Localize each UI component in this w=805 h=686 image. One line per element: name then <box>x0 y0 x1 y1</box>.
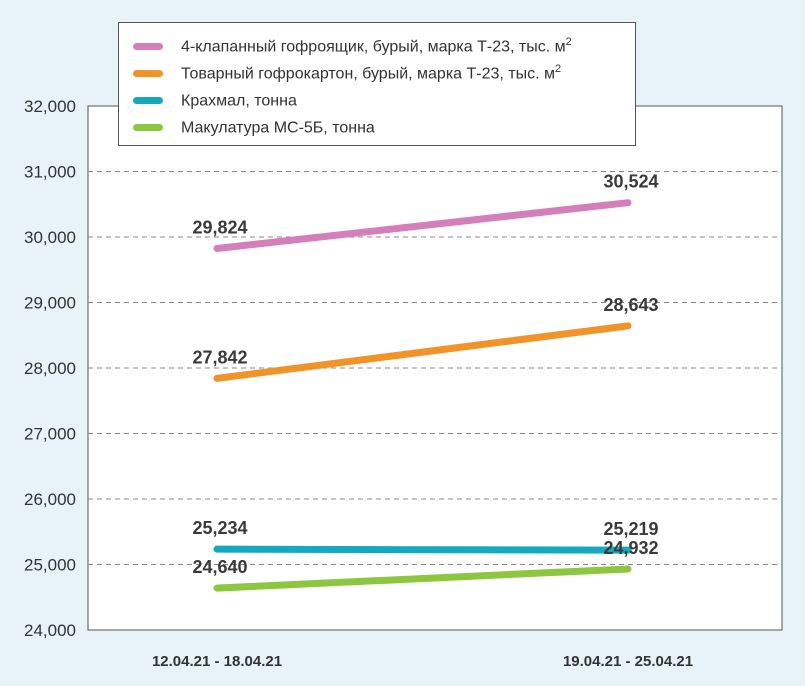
legend-item: Макулатура МС-5Б, тонна <box>133 114 375 140</box>
y-tick-label: 27,000 <box>24 425 76 444</box>
legend-swatch-series-1 <box>133 69 163 77</box>
data-label: 25,219 <box>603 519 658 539</box>
y-tick-label: 31,000 <box>24 163 76 182</box>
legend-item: 4-клапанный гофроящик, бурый, марка Т-23… <box>133 33 572 59</box>
data-label: 29,824 <box>192 218 247 238</box>
legend-swatch-series-0 <box>133 42 163 50</box>
x-tick-label: 19.04.21 - 25.04.21 <box>563 653 693 670</box>
legend-item: Товарный гофрокартон, бурый, марка Т-23,… <box>133 60 561 86</box>
legend-label: Крахмал, тонна <box>181 92 297 110</box>
legend-swatch-series-2 <box>133 96 163 104</box>
y-tick-label: 26,000 <box>24 490 76 509</box>
y-tick-label: 28,000 <box>24 359 76 378</box>
legend-item: Крахмал, тонна <box>133 87 297 113</box>
x-tick-label: 12.04.21 - 18.04.21 <box>152 653 282 670</box>
legend-label: Макулатура МС-5Б, тонна <box>181 119 375 137</box>
legend-label: 4-клапанный гофроящик, бурый, марка Т-23… <box>181 35 572 56</box>
legend: 4-клапанный гофроящик, бурый, марка Т-23… <box>118 22 636 146</box>
series-line-3 <box>213 565 632 592</box>
series-line-2 <box>213 545 632 554</box>
series-line-0 <box>213 199 632 253</box>
data-label: 24,640 <box>192 557 247 577</box>
data-label: 24,932 <box>603 538 658 558</box>
legend-swatch-series-3 <box>133 123 163 131</box>
y-tick-label: 30,000 <box>24 228 76 247</box>
y-tick-label: 32,000 <box>24 97 76 116</box>
legend-label: Товарный гофрокартон, бурый, марка Т-23,… <box>181 62 562 83</box>
series-line-1 <box>213 322 632 382</box>
data-label: 27,842 <box>192 347 247 367</box>
data-label: 30,524 <box>603 172 658 192</box>
data-label: 28,643 <box>603 295 658 315</box>
y-tick-label: 24,000 <box>24 621 76 640</box>
y-tick-label: 25,000 <box>24 556 76 575</box>
data-label: 25,234 <box>192 518 247 538</box>
y-tick-label: 29,000 <box>24 294 76 313</box>
